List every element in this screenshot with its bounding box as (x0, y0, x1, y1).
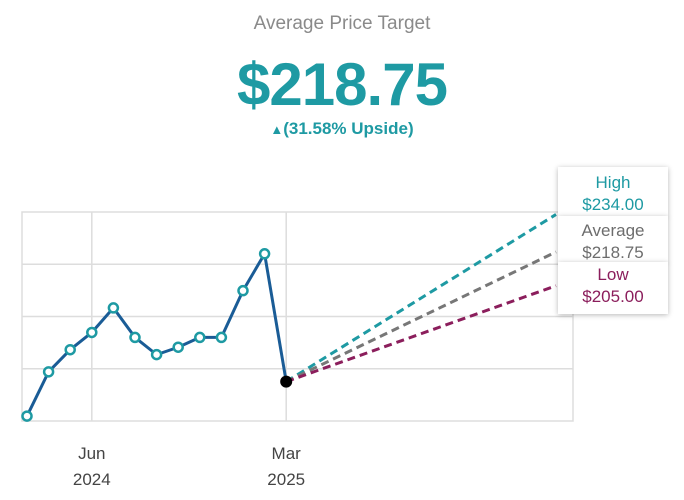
price-point-marker (172, 341, 184, 353)
average-target-label: Average (581, 221, 645, 240)
projection-lines (285, 213, 557, 384)
upside-text: (31.58% Upside) (283, 119, 414, 138)
price-point-marker (237, 284, 249, 297)
price-point-marker (86, 326, 98, 339)
high-projection-line (285, 213, 557, 383)
x-tick-month-label: Jun (78, 444, 105, 463)
price-markers (21, 248, 293, 422)
high-target-label: High (595, 173, 631, 192)
price-history-path (25, 252, 288, 417)
price-point-marker (64, 343, 76, 356)
x-axis-ticks: Jun 2024 Mar 2025 (73, 444, 305, 489)
average-price-target-value: $218.75 (237, 51, 448, 118)
upside-indicator: ▲(31.58% Upside) (0, 119, 684, 139)
chart-grid (21, 211, 574, 422)
price-point-marker (150, 348, 163, 361)
low-target-value: $205.00 (582, 287, 644, 306)
high-target-tooltip: High $234.00 (558, 167, 668, 217)
price-point-marker (107, 302, 120, 314)
price-point-marker (129, 331, 141, 344)
average-projection-line (285, 250, 557, 384)
chart-title: Average Price Target (253, 13, 431, 34)
high-target-value: $234.00 (582, 195, 644, 214)
up-arrow-icon: ▲ (270, 122, 284, 137)
average-target-tooltip: Average $218.75 (558, 216, 668, 263)
price-point-marker (215, 331, 228, 344)
average-target-value: $218.75 (582, 243, 644, 262)
low-target-tooltip: Low $205.00 (558, 262, 668, 314)
low-projection-line (285, 284, 557, 384)
current-price-point (280, 375, 293, 388)
x-tick-month-label: Mar (272, 444, 302, 463)
price-point-marker (42, 366, 55, 378)
price-history-line (25, 252, 288, 417)
x-tick-year-label: 2024 (73, 470, 111, 489)
price-point-marker (21, 410, 33, 422)
low-target-label: Low (597, 265, 629, 284)
price-point-marker (258, 248, 271, 260)
x-tick-year-label: 2025 (267, 470, 305, 489)
price-point-marker (194, 331, 206, 344)
